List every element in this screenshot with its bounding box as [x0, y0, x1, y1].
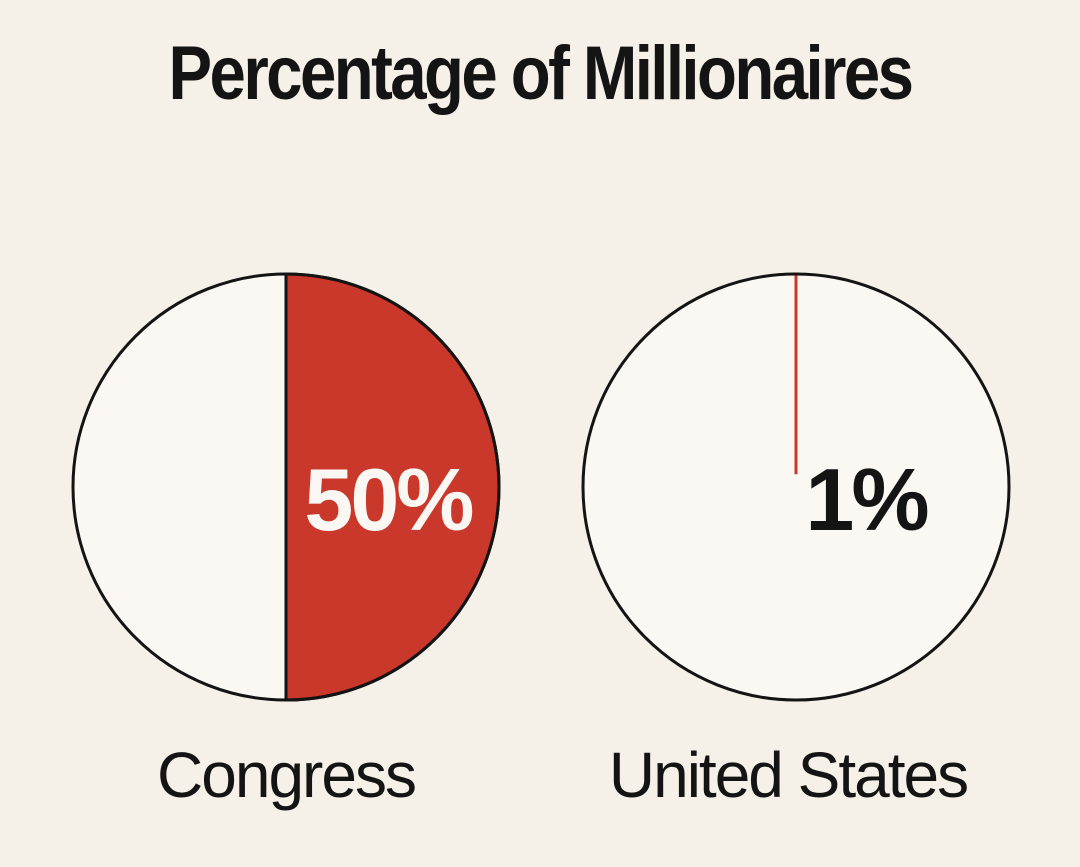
pie-united-states-category-label: United States	[609, 739, 967, 811]
pie-united-states-base	[583, 274, 1009, 700]
chart-title: Percentage of Millionaires	[168, 31, 914, 116]
pie-congress-category-label: Congress	[157, 739, 415, 811]
pie-united-states-outline	[581, 272, 1011, 702]
pie-congress-value-label: 50%	[304, 450, 472, 549]
pie-congress-outline	[71, 272, 501, 702]
pie-congress: 50% Congress	[71, 272, 501, 811]
pie-united-states-value-label: 1%	[805, 450, 927, 549]
pie-united-states: 1% United States	[581, 272, 1011, 811]
